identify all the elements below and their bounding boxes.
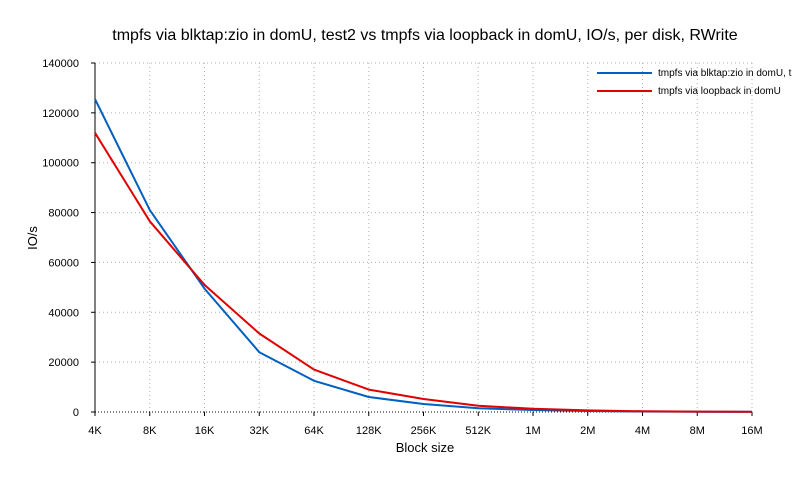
- x-tick-label: 1M: [525, 425, 540, 437]
- chart-title: tmpfs via blktap:zio in domU, test2 vs t…: [112, 27, 738, 44]
- x-axis-label: Block size: [396, 440, 455, 455]
- y-tick-label: 140000: [42, 58, 79, 70]
- x-tick-label: 4K: [88, 425, 102, 437]
- x-tick-label: 32K: [249, 425, 269, 437]
- x-tick-label: 128K: [356, 425, 382, 437]
- x-tick-label: 16K: [195, 425, 215, 437]
- y-tick-label: 100000: [42, 158, 79, 170]
- tick-labels: 0 20000 40000 60000 80000 100000 120000 140000 4…: [42, 58, 762, 437]
- x-tick-label: 4M: [635, 425, 650, 437]
- y-tick-label: 80000: [48, 208, 79, 220]
- x-tick-label: 8M: [690, 425, 705, 437]
- y-tick-label: 40000: [48, 307, 79, 319]
- legend-label-1: tmpfs via blktap:zio in domU, t: [658, 68, 792, 79]
- grid-lines: [95, 62, 753, 412]
- series-lines: [94, 98, 753, 413]
- x-tick-label: 256K: [411, 425, 437, 437]
- series-line-2: [94, 132, 753, 413]
- x-tick-label: 16M: [741, 425, 762, 437]
- y-tick-label: 120000: [42, 108, 79, 120]
- x-tick-label: 64K: [304, 425, 324, 437]
- y-tick-label: 60000: [48, 257, 79, 269]
- y-tick-label: 0: [73, 407, 79, 419]
- y-axis-label: IO/s: [25, 226, 40, 250]
- x-tick-label: 2M: [580, 425, 595, 437]
- x-tick-label: 8K: [143, 425, 157, 437]
- legend-label-2: tmpfs via loopback in domU: [658, 86, 781, 97]
- x-tick-label: 512K: [465, 425, 491, 437]
- y-tick-label: 20000: [48, 357, 79, 369]
- legend: tmpfs via blktap:zio in domU, t tmpfs via…: [597, 68, 792, 97]
